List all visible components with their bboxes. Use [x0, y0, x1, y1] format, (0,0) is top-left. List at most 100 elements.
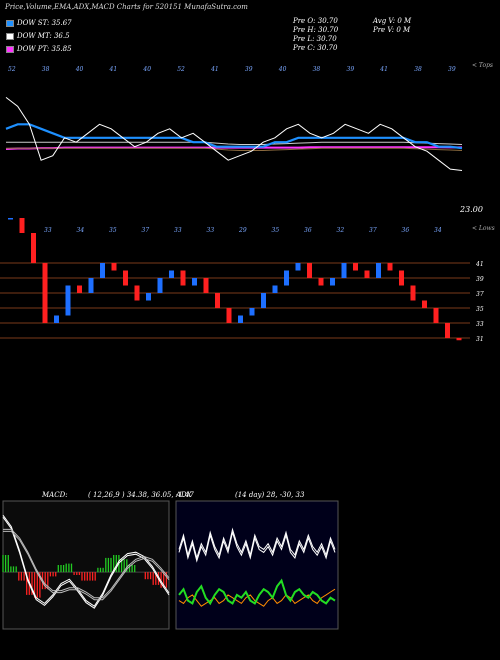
candle-body — [445, 323, 450, 338]
candle-body — [249, 308, 255, 316]
candle-body — [261, 293, 266, 308]
candle-body — [8, 218, 13, 220]
candle-body — [238, 315, 243, 323]
pre-low: Pre L: 30.70 — [293, 35, 337, 43]
candle-body — [215, 293, 220, 308]
level-label: 37 — [476, 291, 484, 298]
tops-label: < Tops — [472, 62, 494, 69]
last-price: 23.00 — [460, 205, 483, 214]
candle-body — [157, 278, 163, 293]
legend-dow-mt: DOW MT: 36.5 — [6, 31, 70, 41]
candle-body — [19, 218, 25, 233]
price-series-price — [5, 97, 463, 171]
low-value-label: 37 — [369, 227, 377, 234]
candle-body — [307, 263, 312, 278]
legend-label-pt: DOW PT: 35.85 — [17, 45, 72, 53]
level-label: 33 — [476, 321, 484, 328]
candle-body — [134, 285, 140, 301]
price-series-ema-band — [6, 147, 463, 151]
candle-body — [192, 278, 197, 286]
candle-body — [65, 285, 71, 316]
adx-panel-frame — [175, 500, 339, 630]
macd-panel-frame — [2, 500, 170, 630]
avg-volume: Avg V: 0 M — [373, 17, 412, 25]
low-value-label: 34 — [434, 227, 442, 234]
candle-body — [387, 263, 393, 271]
macd-label: MACD: — [42, 491, 68, 499]
top-value-label: 52 — [177, 66, 185, 73]
price-series-dow-mt — [6, 141, 463, 145]
pre-high: Pre H: 30.70 — [293, 26, 339, 34]
macd-series-signal — [3, 530, 170, 601]
candle-body — [433, 308, 439, 323]
candle-body — [284, 270, 289, 286]
candle-body — [146, 293, 151, 301]
candle-body — [180, 270, 186, 286]
legend-swatch-pt — [6, 45, 14, 53]
candle-body — [203, 278, 209, 293]
top-value-label: 52 — [8, 66, 16, 73]
top-value-label: 41 — [210, 66, 219, 73]
low-value-label: 33 — [174, 227, 182, 234]
macd-params: ( 12,26,9 ) 34.38, 36.05, -1.47 — [88, 491, 194, 499]
top-value-label: 39 — [347, 66, 355, 73]
low-value-label: 32 — [337, 227, 345, 234]
candle-body — [123, 270, 128, 286]
legend-label-mt: DOW MT: 36.5 — [17, 32, 70, 40]
level-label: 31 — [476, 336, 484, 343]
legend-swatch-mt — [6, 32, 14, 40]
pre-open: Pre O: 30.70 — [293, 17, 338, 25]
chart-title: Price,Volume,EMA,ADX,MACD Charts for 520… — [5, 3, 248, 11]
candle-body — [295, 263, 301, 271]
macd-series-signal — [3, 528, 170, 599]
adx-series-plusdi — [178, 578, 336, 606]
candle-body — [353, 263, 358, 271]
top-value-label: 39 — [245, 66, 253, 73]
candle-body — [399, 270, 404, 286]
adx-series-adx — [178, 527, 336, 560]
top-value-label: 38 — [414, 66, 422, 73]
pre-volume: Pre V: 0 M — [373, 26, 411, 34]
legend-swatch-st — [6, 19, 14, 27]
level-label: 41 — [475, 261, 484, 268]
candle-body — [330, 278, 335, 286]
adx-params: (14 day) 28, -30, 33 — [235, 491, 305, 499]
candle-body — [100, 263, 105, 278]
top-value-label: 39 — [448, 66, 456, 73]
low-value-label: 35 — [272, 227, 280, 234]
top-value-label: 41 — [109, 66, 118, 73]
candle-body — [77, 285, 82, 293]
candle-body — [169, 270, 174, 278]
top-value-label: 41 — [379, 66, 388, 73]
legend-dow-st: DOW ST: 35.67 — [6, 18, 72, 28]
top-value-label: 38 — [313, 66, 321, 73]
pre-close: Pre C: 30.70 — [293, 44, 338, 52]
level-label: 39 — [476, 276, 484, 283]
candle-body — [456, 338, 462, 341]
candle-body — [111, 263, 117, 271]
low-value-label: 29 — [238, 227, 247, 234]
low-value-label: 33 — [44, 227, 52, 234]
lows-label: < Lows — [472, 225, 495, 232]
candle-body — [364, 270, 370, 278]
low-value-label: 36 — [402, 227, 410, 234]
candle-body — [318, 278, 324, 286]
macd-series-macd — [2, 514, 170, 607]
top-value-label: 38 — [42, 66, 50, 73]
candle-body — [422, 300, 427, 308]
legend-label-st: DOW ST: 35.67 — [17, 19, 72, 27]
top-value-label: 40 — [142, 66, 151, 73]
top-value-label: 40 — [278, 66, 287, 73]
adx-series-adx — [178, 530, 336, 563]
adx-label: ADX — [176, 491, 192, 499]
candle-body — [410, 285, 416, 301]
candle-body — [376, 263, 381, 278]
candle-body — [272, 285, 278, 293]
candle-body — [54, 315, 59, 323]
candle-body — [341, 263, 347, 278]
candle-body — [42, 263, 48, 323]
candle-body — [31, 233, 36, 263]
low-value-label: 37 — [142, 227, 150, 234]
candle-body — [226, 308, 232, 323]
